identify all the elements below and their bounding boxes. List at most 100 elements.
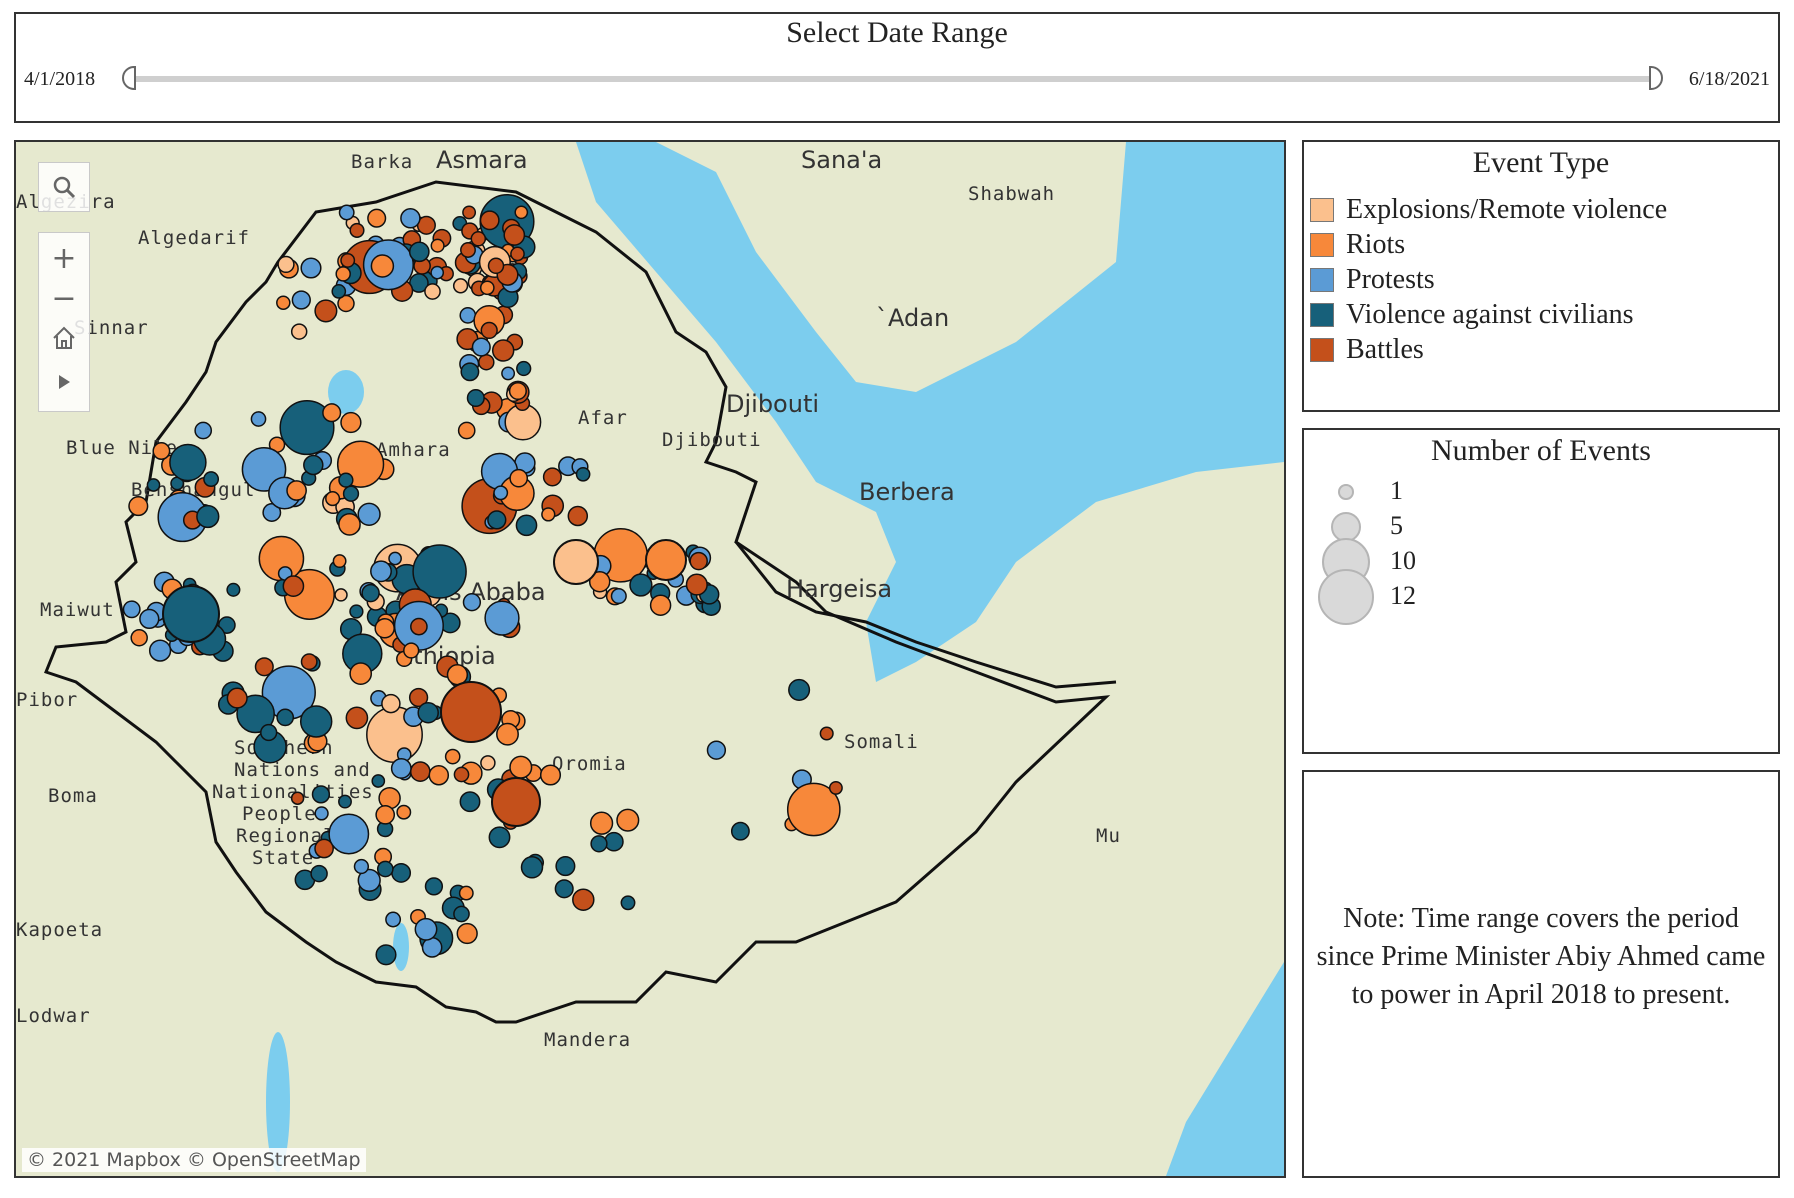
zoom-in-icon[interactable]: + xyxy=(51,240,77,276)
event-marker[interactable] xyxy=(122,600,141,619)
event-marker[interactable] xyxy=(453,905,470,923)
event-marker[interactable] xyxy=(152,442,171,460)
event-marker[interactable] xyxy=(322,403,342,423)
event-marker[interactable] xyxy=(385,911,402,928)
event-marker[interactable] xyxy=(509,468,529,488)
event-marker[interactable] xyxy=(218,616,236,634)
event-marker[interactable] xyxy=(390,757,412,779)
event-marker[interactable] xyxy=(496,722,519,746)
event-marker[interactable] xyxy=(645,539,687,581)
event-marker[interactable] xyxy=(376,860,394,878)
event-marker[interactable] xyxy=(410,617,428,636)
event-marker[interactable] xyxy=(487,257,505,275)
event-marker[interactable] xyxy=(515,514,538,537)
event-marker[interactable] xyxy=(424,283,441,300)
map-panel[interactable]: BarkaAsmaraSana'aShabwahAlgeziraAlgedari… xyxy=(14,140,1286,1178)
event-marker[interactable] xyxy=(786,782,841,837)
event-marker[interactable] xyxy=(491,777,541,827)
event-marker[interactable] xyxy=(328,813,370,855)
event-marker[interactable] xyxy=(400,208,421,229)
event-marker[interactable] xyxy=(279,400,335,456)
event-marker[interactable] xyxy=(430,265,445,280)
event-marker[interactable] xyxy=(610,588,627,605)
event-marker[interactable] xyxy=(480,755,496,771)
event-marker[interactable] xyxy=(446,664,469,686)
event-marker[interactable] xyxy=(148,639,172,662)
event-marker[interactable] xyxy=(575,466,591,482)
event-marker[interactable] xyxy=(250,411,267,427)
event-marker[interactable] xyxy=(396,804,412,820)
event-marker[interactable] xyxy=(520,856,544,879)
event-marker[interactable] xyxy=(357,502,381,526)
event-marker[interactable] xyxy=(462,593,482,612)
event-marker[interactable] xyxy=(514,205,529,220)
legend-item[interactable]: Riots xyxy=(1310,227,1405,263)
event-marker[interactable] xyxy=(374,618,395,639)
event-marker[interactable] xyxy=(409,761,431,782)
event-marker[interactable] xyxy=(458,885,474,901)
event-marker[interactable] xyxy=(332,554,347,569)
event-marker[interactable] xyxy=(493,485,509,501)
date-range-end-handle[interactable] xyxy=(1649,66,1663,90)
event-marker[interactable] xyxy=(459,307,477,324)
event-marker[interactable] xyxy=(300,653,318,671)
home-icon[interactable] xyxy=(39,317,89,359)
zoom-out-icon[interactable]: − xyxy=(51,280,77,316)
event-marker[interactable] xyxy=(371,774,386,788)
event-marker[interactable] xyxy=(452,278,469,294)
legend-item[interactable]: Battles xyxy=(1310,332,1424,368)
event-marker[interactable] xyxy=(236,694,275,734)
event-marker[interactable] xyxy=(501,366,516,381)
event-marker[interactable] xyxy=(196,504,220,529)
event-marker[interactable] xyxy=(146,478,161,492)
legend-item[interactable]: Protests xyxy=(1310,262,1435,298)
event-marker[interactable] xyxy=(460,362,480,382)
event-marker[interactable] xyxy=(349,662,373,685)
event-marker[interactable] xyxy=(487,510,507,530)
event-marker[interactable] xyxy=(338,513,361,536)
legend-item[interactable]: Explosions/Remote violence xyxy=(1310,192,1667,228)
event-marker[interactable] xyxy=(430,238,445,253)
event-marker[interactable] xyxy=(408,241,430,263)
event-marker[interactable] xyxy=(588,570,611,593)
search-icon[interactable] xyxy=(39,166,89,208)
event-marker[interactable] xyxy=(128,496,149,517)
event-marker[interactable] xyxy=(444,748,461,765)
event-marker[interactable] xyxy=(470,231,487,247)
event-marker[interactable] xyxy=(440,681,502,743)
event-marker[interactable] xyxy=(282,575,305,597)
event-marker[interactable] xyxy=(488,826,511,849)
event-marker[interactable] xyxy=(590,835,608,853)
event-marker[interactable] xyxy=(509,755,533,779)
event-marker[interactable] xyxy=(479,210,500,231)
event-marker[interactable] xyxy=(290,323,308,340)
event-marker[interactable] xyxy=(139,608,160,630)
event-marker[interactable] xyxy=(338,472,354,488)
event-marker[interactable] xyxy=(478,353,495,371)
event-marker[interactable] xyxy=(337,294,355,313)
event-marker[interactable] xyxy=(276,295,291,310)
event-marker[interactable] xyxy=(828,780,843,795)
event-marker[interactable] xyxy=(335,266,351,282)
event-marker[interactable] xyxy=(403,642,420,659)
event-marker[interactable] xyxy=(456,922,478,945)
event-marker[interactable] xyxy=(303,454,324,476)
event-marker[interactable] xyxy=(314,806,329,821)
event-marker[interactable] xyxy=(353,858,370,875)
event-marker[interactable] xyxy=(375,804,396,825)
event-marker[interactable] xyxy=(226,687,248,709)
event-marker[interactable] xyxy=(424,877,444,896)
event-marker[interactable] xyxy=(629,573,653,597)
event-marker[interactable] xyxy=(572,888,595,911)
event-marker[interactable] xyxy=(459,791,481,813)
event-marker[interactable] xyxy=(408,687,429,708)
event-marker[interactable] xyxy=(375,944,397,966)
event-marker[interactable] xyxy=(589,811,614,835)
event-marker[interactable] xyxy=(361,583,380,603)
event-marker[interactable] xyxy=(491,339,515,362)
event-marker[interactable] xyxy=(338,204,355,221)
event-marker[interactable] xyxy=(277,255,295,274)
play-icon[interactable] xyxy=(39,361,89,403)
event-marker[interactable] xyxy=(480,321,498,340)
event-marker[interactable] xyxy=(730,821,750,841)
